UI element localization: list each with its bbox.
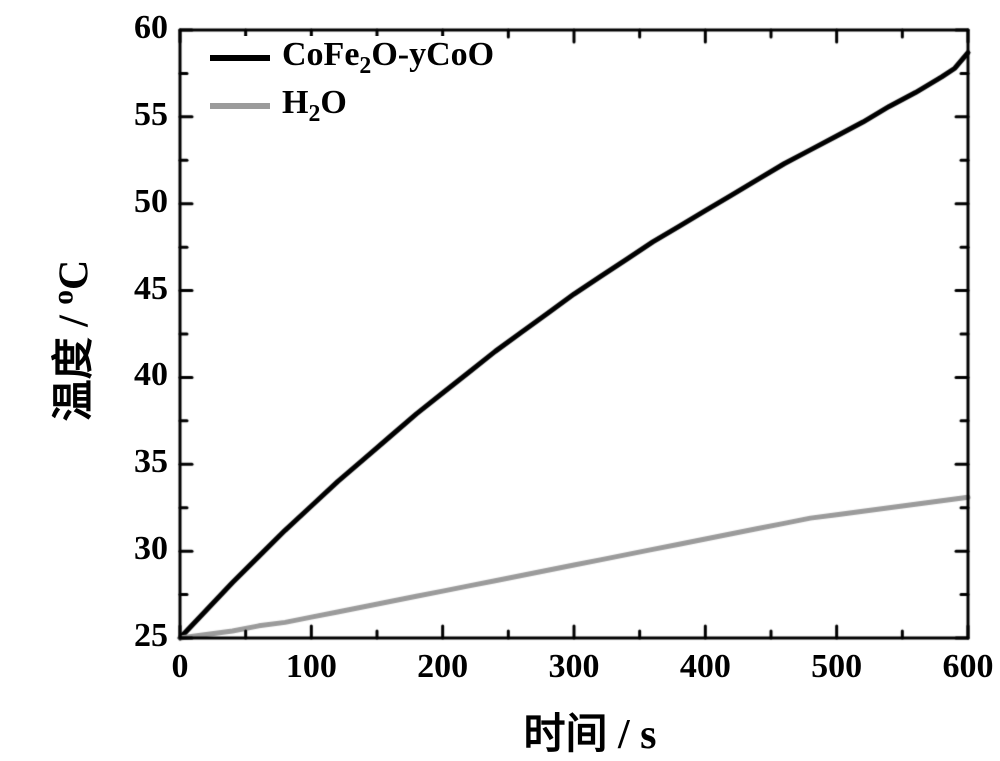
x-tick-label: 100 [276, 648, 346, 686]
legend-label: CoFe2O-yCoO [282, 36, 494, 80]
legend-label: H2O [282, 84, 347, 128]
legend-swatch [210, 55, 270, 61]
figure: 温度 / oC 时间 / s CoFe2O-yCoOH2O 0100200300… [0, 0, 1000, 759]
legend: CoFe2O-yCoOH2O [210, 36, 494, 132]
y-tick-label: 35 [108, 443, 168, 481]
y-tick-label: 30 [108, 530, 168, 568]
y-tick-label: 55 [108, 96, 168, 134]
y-tick-label: 45 [108, 270, 168, 308]
y-axis-label: 温度 / oC [40, 241, 101, 441]
y-tick-label: 50 [108, 183, 168, 221]
legend-swatch [210, 103, 270, 109]
legend-row: CoFe2O-yCoO [210, 36, 494, 80]
x-axis-label: 时间 / s [460, 700, 720, 761]
y-tick-label: 25 [108, 617, 168, 655]
y-tick-label: 40 [108, 356, 168, 394]
x-tick-label: 600 [933, 648, 1000, 686]
x-tick-label: 400 [670, 648, 740, 686]
x-tick-label: 500 [802, 648, 872, 686]
y-tick-label: 60 [108, 9, 168, 47]
x-tick-label: 200 [408, 648, 478, 686]
legend-row: H2O [210, 84, 494, 128]
x-tick-label: 300 [539, 648, 609, 686]
